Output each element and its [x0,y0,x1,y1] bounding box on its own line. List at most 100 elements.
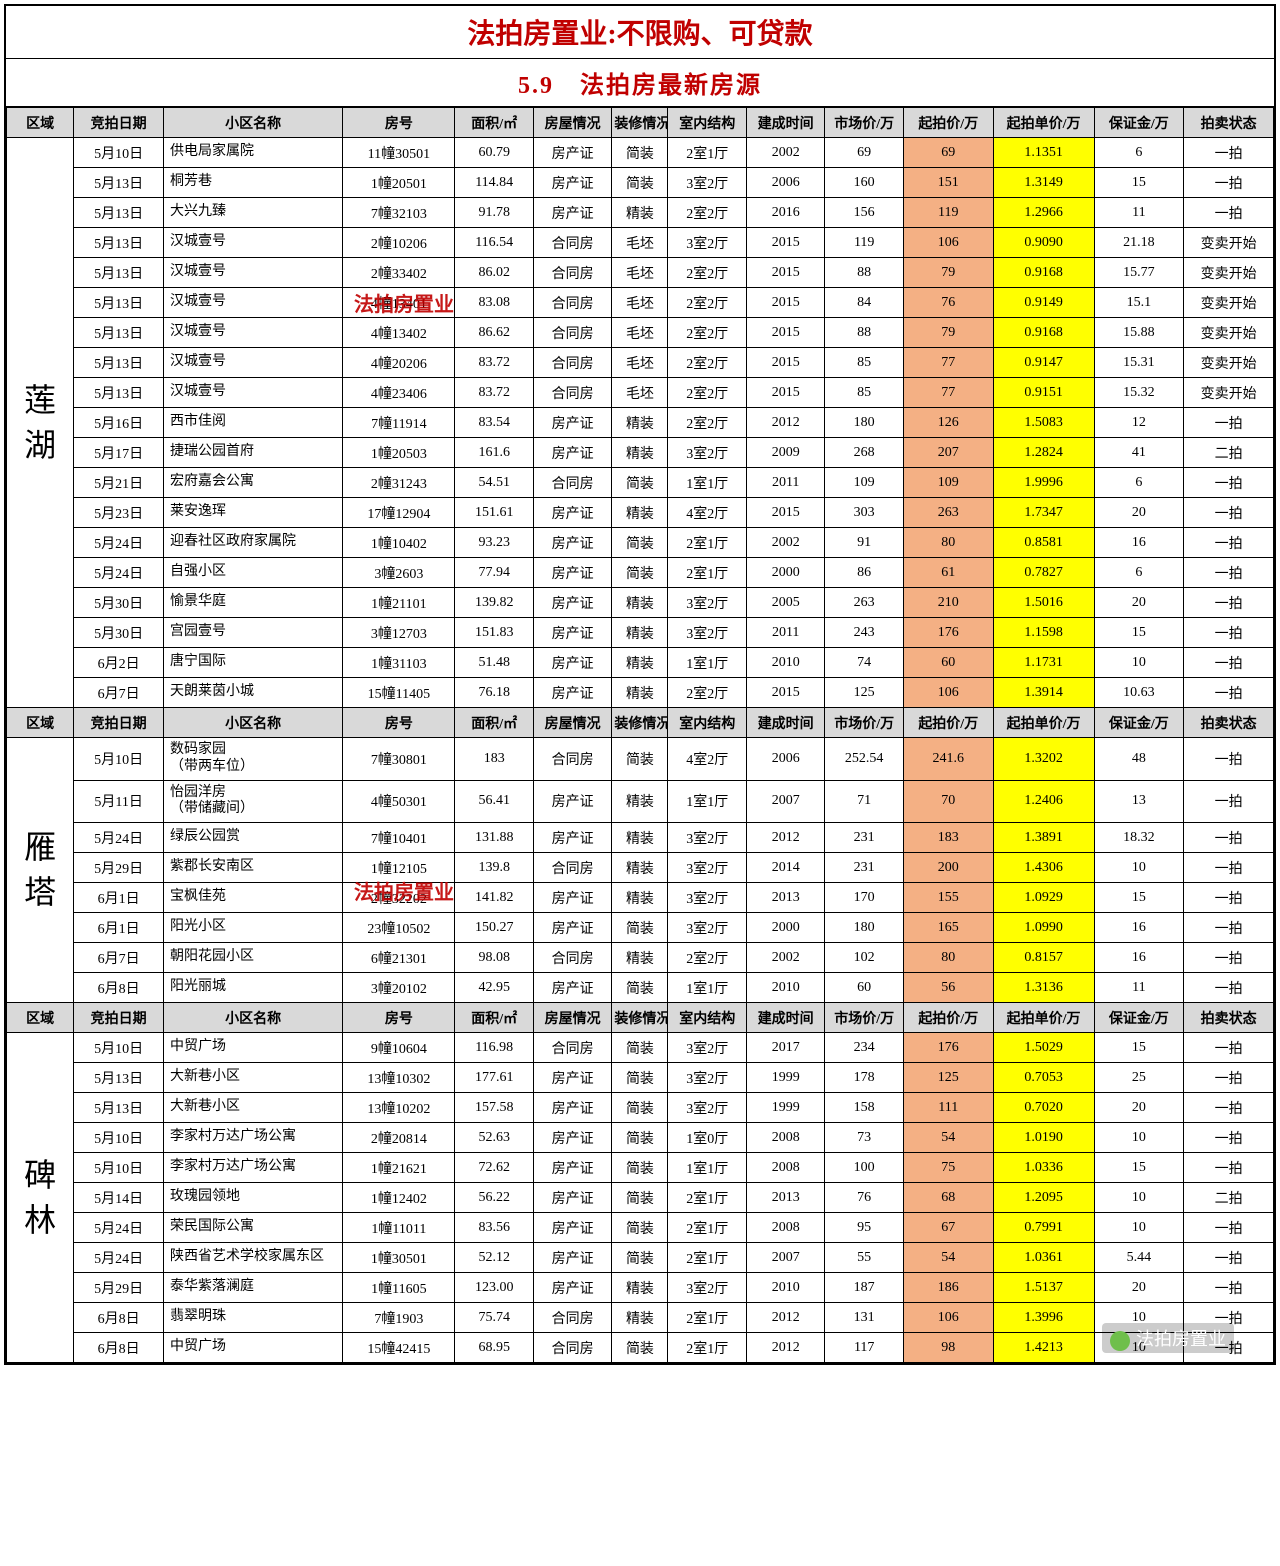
cell: 109 [825,468,903,498]
cell: 2015 [746,258,824,288]
cell: 1.3136 [993,973,1094,1003]
cell: 155 [903,883,993,913]
cell: 119 [825,228,903,258]
cell: 2幢33402 [343,258,455,288]
cell: 房产证 [533,1243,611,1273]
table-row: 5月30日宫园壹号3幢12703151.83房产证精装3室2厅201124317… [7,618,1274,648]
cell: 3室2厅 [668,1063,746,1093]
cell: 77.94 [455,558,533,588]
cell: 21.18 [1094,228,1184,258]
column-header: 起拍单价/万 [993,708,1094,738]
column-header: 区域 [7,708,74,738]
cell: 0.9168 [993,258,1094,288]
cell: 5月14日 [74,1183,164,1213]
cell: 15.1 [1094,288,1184,318]
cell: 15 [1094,168,1184,198]
cell: 简装 [612,468,668,498]
cell: 15 [1094,883,1184,913]
cell: 60 [825,973,903,1003]
header-row: 区域竞拍日期小区名称房号面积/㎡房屋情况装修情况室内结构建成时间市场价/万起拍价… [7,708,1274,738]
cell: 2008 [746,1213,824,1243]
cell: 翡翠明珠 [163,1303,342,1333]
cell: 房产证 [533,1213,611,1243]
cell: 2008 [746,1153,824,1183]
cell: 唐宁国际 [163,648,342,678]
cell: 139.8 [455,853,533,883]
cell: 1.2406 [993,780,1094,823]
cell: 68.95 [455,1333,533,1363]
cell: 176 [903,1033,993,1063]
cell: 2015 [746,678,824,708]
table-row: 5月13日汉城壹号4幢1340183.08合同房毛坯2室2厅201584760.… [7,288,1274,318]
cell: 2002 [746,138,824,168]
cell: 一拍 [1184,468,1274,498]
cell: 7幢30801 [343,738,455,781]
table-row: 5月13日大新巷小区13幢10202157.58房产证简装3室2厅1999158… [7,1093,1274,1123]
cell: 2015 [746,378,824,408]
cell: 20 [1094,588,1184,618]
cell: 1.3149 [993,168,1094,198]
cell: 一拍 [1184,168,1274,198]
cell: 2室2厅 [668,288,746,318]
cell: 一拍 [1184,1123,1274,1153]
cell: 1幢31103 [343,648,455,678]
cell: 111 [903,1093,993,1123]
table-row: 6月7日朝阳花园小区6幢2130198.08合同房精装2室2厅200210280… [7,943,1274,973]
cell: 2015 [746,348,824,378]
cell: 合同房 [533,738,611,781]
cell: 房产证 [533,913,611,943]
cell: 2012 [746,1333,824,1363]
cell: 2室1厅 [668,528,746,558]
cell: 1幢11605 [343,1273,455,1303]
cell: 131.88 [455,823,533,853]
cell: 1幢20501 [343,168,455,198]
cell: 150.27 [455,913,533,943]
cell: 3室2厅 [668,438,746,468]
cell: 231 [825,853,903,883]
cell: 一拍 [1184,1303,1274,1333]
cell: 51.48 [455,648,533,678]
cell: 5月13日 [74,258,164,288]
cell: 5月13日 [74,318,164,348]
table-row: 雁塔5月10日数码家园（带两车位）7幢30801183合同房简装4室2厅2006… [7,738,1274,781]
cell: 13 [1094,780,1184,823]
cell: 精装 [612,823,668,853]
cell: 17幢12904 [343,498,455,528]
cell: 20 [1094,1093,1184,1123]
cell: 泰华紫落澜庭 [163,1273,342,1303]
cell: 5月13日 [74,348,164,378]
table-row: 6月2日唐宁国际1幢3110351.48房产证精装1室1厅201074601.1… [7,648,1274,678]
cell: 数码家园（带两车位） [163,738,342,781]
cell: 一拍 [1184,943,1274,973]
cell: 2015 [746,288,824,318]
cell: 1室1厅 [668,468,746,498]
column-header: 区域 [7,108,74,138]
cell: 合同房 [533,1303,611,1333]
column-header: 面积/㎡ [455,708,533,738]
cell: 86 [825,558,903,588]
cell: 15幢42415 [343,1333,455,1363]
table-row: 5月21日宏府嘉会公寓2幢3124354.51合同房简装1室1厅20111091… [7,468,1274,498]
cell: 15 [1094,1033,1184,1063]
cell: 20 [1094,498,1184,528]
cell: 0.9151 [993,378,1094,408]
cell: 合同房 [533,288,611,318]
column-header: 房号 [343,108,455,138]
column-header: 保证金/万 [1094,708,1184,738]
cell: 5月11日 [74,780,164,823]
table-row: 5月16日西市佳阅7幢1191483.54房产证精装2室2厅2012180126… [7,408,1274,438]
cell: 85 [825,378,903,408]
cell: 1.1351 [993,138,1094,168]
cell: 怡园洋房（带储藏间） [163,780,342,823]
cell: 119 [903,198,993,228]
cell: 15.88 [1094,318,1184,348]
cell: 73 [825,1123,903,1153]
cell: 3室2厅 [668,228,746,258]
cell: 6月8日 [74,1303,164,1333]
cell: 莱安逸珲 [163,498,342,528]
cell: 95 [825,1213,903,1243]
cell: 房产证 [533,528,611,558]
column-header: 装修情况 [612,1003,668,1033]
table-row: 5月11日怡园洋房（带储藏间）4幢5030156.41房产证精装1室1厅2007… [7,780,1274,823]
cell: 房产证 [533,408,611,438]
